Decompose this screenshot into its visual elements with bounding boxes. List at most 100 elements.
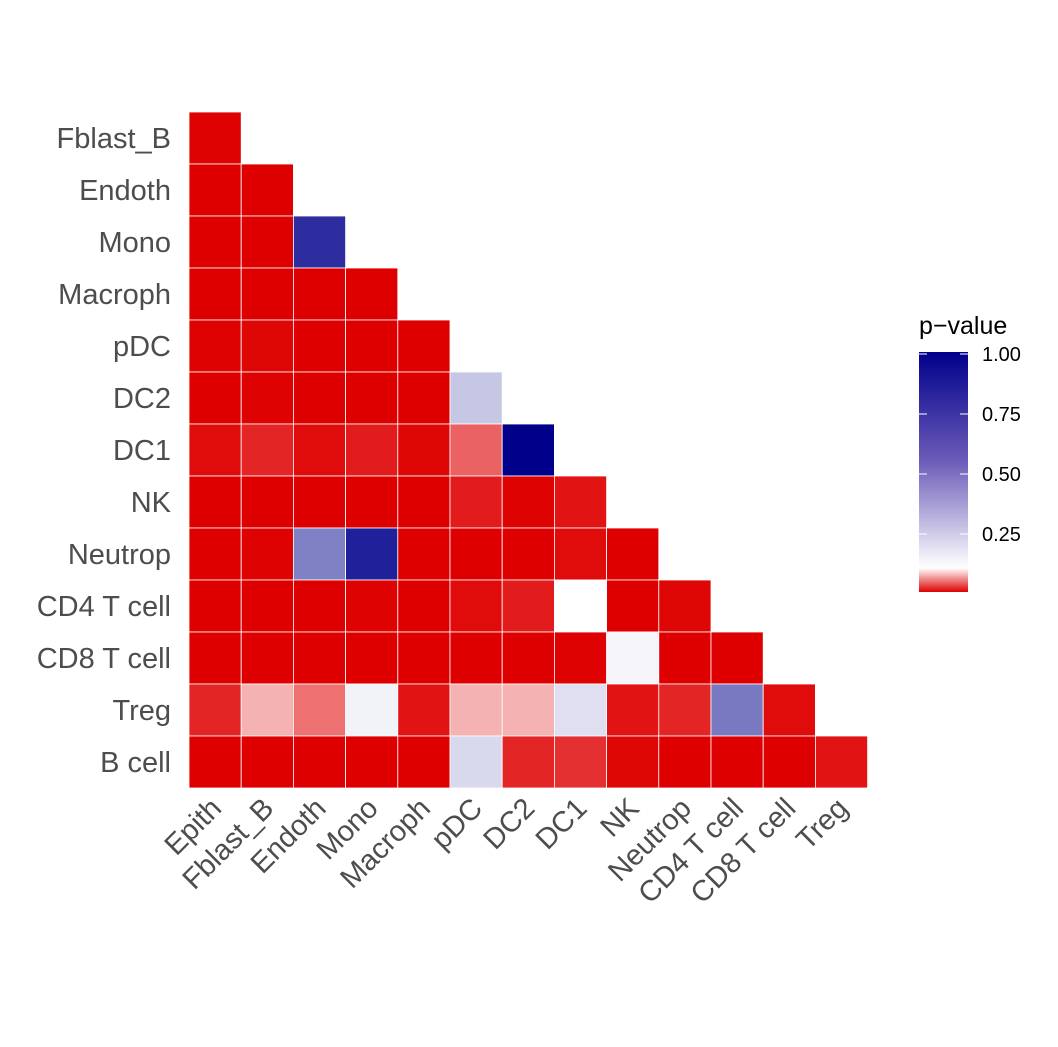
heatmap-cell — [345, 267, 399, 321]
x-tick-label: pDC — [425, 792, 489, 856]
heatmap-cell — [501, 631, 555, 685]
heatmap-cell — [188, 163, 242, 217]
heatmap-cell — [554, 527, 608, 581]
heatmap-cell — [292, 735, 346, 789]
heatmap-cell — [292, 475, 346, 529]
heatmap-cell — [449, 423, 503, 477]
heatmap-cell — [292, 215, 346, 269]
heatmap-cell — [345, 683, 399, 737]
heatmap-cell — [606, 683, 660, 737]
legend-tick-label: 0.75 — [982, 404, 1021, 426]
heatmap-cell — [292, 423, 346, 477]
y-tick-label: DC2 — [113, 383, 171, 415]
heatmap-cell — [554, 631, 608, 685]
heatmap-cell — [449, 631, 503, 685]
heatmap-cell — [710, 631, 764, 685]
heatmap-cell — [240, 371, 294, 425]
heatmap-cell — [658, 683, 712, 737]
heatmap-cell — [345, 527, 399, 581]
heatmap-cell — [762, 735, 816, 789]
heatmap-cell — [188, 371, 242, 425]
heatmap-cell — [606, 735, 660, 789]
x-tick-label: DC2 — [478, 792, 542, 856]
heatmap-cell — [345, 319, 399, 373]
heatmap-cell — [188, 423, 242, 477]
heatmap-cell — [240, 267, 294, 321]
heatmap-cell — [501, 579, 555, 633]
y-tick-label: CD4 T cell — [37, 591, 171, 623]
y-axis-labels: Fblast_B Endoth Mono Macroph pDC DC2 DC1 NK Neut… — [37, 123, 172, 779]
heatmap-cell — [449, 579, 503, 633]
heatmap-cell — [397, 683, 451, 737]
heatmap-cell — [292, 631, 346, 685]
heatmap-cell — [345, 423, 399, 477]
heatmap-cell — [397, 579, 451, 633]
heatmap-cell — [501, 423, 555, 477]
legend-tick-label: 1.00 — [982, 344, 1021, 366]
heatmap-cell — [292, 267, 346, 321]
legend-title: p−value — [919, 312, 1007, 340]
heatmap-cell — [658, 579, 712, 633]
heatmap-cell — [554, 579, 608, 633]
heatmap-cell — [240, 631, 294, 685]
y-tick-label: Endoth — [79, 175, 171, 207]
y-tick-label: Mono — [98, 227, 171, 259]
heatmap-cell — [345, 735, 399, 789]
legend-tick-label: 0.25 — [982, 524, 1021, 546]
y-tick-label: NK — [131, 487, 172, 519]
heatmap-cell — [397, 423, 451, 477]
heatmap-cell — [397, 319, 451, 373]
y-tick-label: pDC — [113, 331, 171, 363]
heatmap-cell — [292, 319, 346, 373]
legend: p−value 0.25 0.50 0.75 1.00 — [919, 312, 1021, 592]
heatmap-cell — [188, 579, 242, 633]
heatmap-cell — [710, 735, 764, 789]
heatmap-cell — [292, 527, 346, 581]
legend-colorbar — [919, 352, 968, 592]
y-tick-label: Fblast_B — [57, 123, 171, 155]
heatmap-cell — [501, 475, 555, 529]
y-tick-label: Treg — [112, 695, 171, 727]
heatmap-cell — [188, 319, 242, 373]
heatmap-cell — [658, 631, 712, 685]
heatmap-cell — [240, 319, 294, 373]
heatmap-cell — [345, 579, 399, 633]
heatmap-cell — [815, 735, 869, 789]
legend-ticks: 0.25 0.50 0.75 1.00 — [919, 344, 1021, 546]
heatmap-cell — [345, 475, 399, 529]
heatmap-cell — [762, 683, 816, 737]
heatmap-cell — [501, 735, 555, 789]
y-tick-label: CD8 T cell — [37, 643, 171, 675]
heatmap-cell — [240, 475, 294, 529]
heatmap-cell — [606, 579, 660, 633]
heatmap-cell — [188, 475, 242, 529]
heatmap-cells — [188, 111, 869, 789]
heatmap-cell — [449, 683, 503, 737]
heatmap-cell — [449, 527, 503, 581]
heatmap-cell — [188, 111, 242, 165]
heatmap-cell — [188, 735, 242, 789]
heatmap-cell — [240, 527, 294, 581]
x-tick-label: Treg — [790, 792, 854, 856]
heatmap-cell — [292, 579, 346, 633]
heatmap-cell — [397, 475, 451, 529]
heatmap-cell — [188, 267, 242, 321]
heatmap-cell — [449, 475, 503, 529]
heatmap-cell — [188, 527, 242, 581]
heatmap-cell — [345, 371, 399, 425]
legend-tick-label: 0.50 — [982, 464, 1021, 486]
heatmap-cell — [292, 683, 346, 737]
heatmap-cell — [710, 683, 764, 737]
heatmap-cell — [501, 683, 555, 737]
heatmap-cell — [240, 579, 294, 633]
heatmap-cell — [240, 215, 294, 269]
heatmap-cell — [606, 631, 660, 685]
heatmap-cell — [188, 631, 242, 685]
heatmap-cell — [449, 735, 503, 789]
heatmap-cell — [501, 527, 555, 581]
heatmap-cell — [188, 683, 242, 737]
heatmap-cell — [345, 631, 399, 685]
heatmap-cell — [449, 371, 503, 425]
heatmap-cell — [240, 683, 294, 737]
